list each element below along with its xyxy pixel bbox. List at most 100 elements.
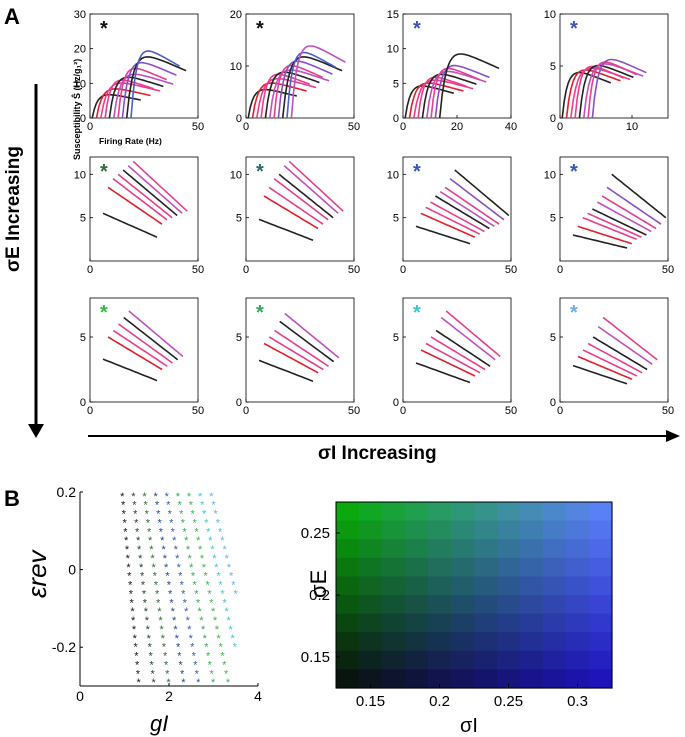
susceptibility-curve <box>561 71 612 119</box>
scatter-point: * <box>192 518 197 530</box>
susceptibility-curve <box>102 212 158 238</box>
condition-star: * <box>100 302 108 324</box>
susceptibility-subplot: 0 50 5 10 * <box>544 156 674 276</box>
scatter-point: * <box>215 624 220 636</box>
scatter-point: * <box>189 633 194 645</box>
scatter-point: * <box>227 615 232 627</box>
heatmap-cell <box>451 520 475 540</box>
scatter-point: * <box>227 562 232 574</box>
heatmap-cell <box>497 669 521 689</box>
scatter-point: * <box>133 509 138 521</box>
scatter-point: * <box>196 535 201 547</box>
scatter-point: * <box>146 518 151 530</box>
heatmap-cell <box>336 613 360 633</box>
scatter-point: * <box>131 615 136 627</box>
scatter-point: * <box>150 553 155 565</box>
susceptibility-curve <box>578 64 634 119</box>
scatter-point: * <box>163 651 168 663</box>
heatmap-cell <box>566 502 590 522</box>
heatmap-cell <box>497 613 521 633</box>
susceptibility-subplot: 0 50 0 5 * <box>393 297 517 417</box>
heatmap-cell <box>474 557 498 577</box>
susceptibility-curve <box>435 329 491 367</box>
scatter-point: * <box>177 562 182 574</box>
susceptibility-subplot: 0 10 0 5 10 * <box>544 9 669 133</box>
susceptibility-curve <box>592 208 647 236</box>
scatter-point: * <box>222 544 227 556</box>
scatter-point: * <box>162 642 167 654</box>
x-tick-label: 40 <box>505 121 517 133</box>
susceptibility-curve <box>107 336 163 371</box>
scatter-point: * <box>121 500 126 512</box>
susceptibility-curve <box>582 349 638 377</box>
heatmap-cell <box>566 595 590 615</box>
heatmap-cell <box>336 557 360 577</box>
susceptibility-curve <box>587 61 638 119</box>
susceptibility-subplot: 0 50 0 10 20 30 * <box>74 9 204 133</box>
heatmap-cell <box>428 669 452 689</box>
scatter-point: * <box>161 544 166 556</box>
scatter-point: * <box>218 526 223 538</box>
heatmap-cell <box>405 613 429 633</box>
heatmap-cell <box>451 557 475 577</box>
heatmap-cell <box>405 502 429 522</box>
scatter-point: * <box>139 562 144 574</box>
scatter-point: * <box>187 491 192 503</box>
heatmap-cell <box>497 520 521 540</box>
scatter-point: * <box>209 668 214 680</box>
susceptibility-curve <box>430 201 485 233</box>
heatmap-cell <box>428 520 452 540</box>
heatmap-cell <box>543 669 567 689</box>
scatter-point: * <box>147 633 152 645</box>
susceptibility-curve <box>430 336 486 371</box>
scatter-point: * <box>183 597 188 609</box>
susceptibility-curve <box>415 362 471 384</box>
scatter-point: * <box>231 633 236 645</box>
susceptibility-curve <box>597 325 653 365</box>
susceptibility-curve <box>118 323 173 364</box>
heatmap-cell <box>520 613 544 633</box>
scatter-point: * <box>202 509 207 521</box>
y-tick-label: 0 <box>236 397 242 409</box>
scatter-point: * <box>180 668 185 680</box>
heatmap-cell <box>520 632 544 652</box>
condition-star: * <box>256 18 264 40</box>
y-tick-label: 0 <box>68 562 76 578</box>
condition-star: * <box>256 302 264 324</box>
heatmap-cell <box>405 520 429 540</box>
heatmap-cell <box>474 650 498 670</box>
scatter-point: * <box>181 588 186 600</box>
scatter-point: * <box>233 642 238 654</box>
susceptibility-curve <box>596 201 652 233</box>
x-tick-label: 20 <box>451 121 463 133</box>
scatter-point: * <box>209 491 214 503</box>
susceptibility-curve <box>454 169 510 217</box>
heatmap-cell <box>359 650 383 670</box>
scatter-point: * <box>200 500 205 512</box>
heatmap-cell <box>405 595 429 615</box>
heatmap-cell <box>520 650 544 670</box>
heatmap-cell <box>405 669 429 689</box>
heatmap-cell <box>405 650 429 670</box>
scatter-point: * <box>205 580 210 592</box>
heatmap-cell <box>405 539 429 559</box>
heatmap-cell <box>589 520 613 540</box>
susceptibility-curve <box>273 64 324 119</box>
scatter-point: * <box>220 535 225 547</box>
scatter-point: * <box>211 606 216 618</box>
scatter-point: * <box>144 500 149 512</box>
scatter-point: * <box>149 651 154 663</box>
x-tick-label: 0 <box>87 121 93 133</box>
heatmap-cell <box>474 502 498 522</box>
heatmap-cell <box>566 650 590 670</box>
heatmap-cell <box>497 595 521 615</box>
scatter-point: * <box>233 588 238 600</box>
scatter-point: * <box>181 677 186 689</box>
scatter-point: * <box>196 677 201 689</box>
susceptibility-curve <box>251 82 307 119</box>
scatter-point: * <box>153 571 158 583</box>
scatter-point: * <box>147 526 152 538</box>
condition-star: * <box>570 302 578 324</box>
scatter-point: * <box>144 606 149 618</box>
susceptibility-curve <box>582 216 637 241</box>
